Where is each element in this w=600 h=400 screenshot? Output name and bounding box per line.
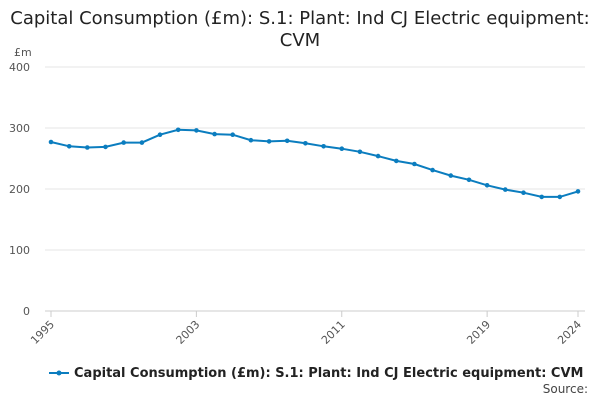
data-point[interactable] [557,194,563,200]
x-tick-label: 2024 [555,318,584,347]
y-tick-label: 100 [9,244,30,257]
data-point[interactable] [539,194,544,200]
data-point[interactable] [48,139,54,145]
series-line [50,128,579,198]
data-point[interactable] [321,144,326,149]
data-point[interactable] [448,173,454,178]
data-point[interactable] [412,161,417,167]
y-tick-label: 400 [9,61,30,74]
x-tick-label: 2019 [464,318,493,347]
data-point[interactable] [466,177,472,183]
x-tick-label: 2011 [319,318,348,347]
chart-title: Capital Consumption (£m): S.1: Plant: In… [10,8,590,51]
data-point[interactable] [85,145,90,150]
data-point[interactable] [121,140,126,145]
data-point[interactable] [375,153,381,159]
legend-series-label: Capital Consumption (£m): S.1: Plant: In… [74,365,584,381]
data-point[interactable] [575,189,581,194]
data-point[interactable] [194,128,199,133]
y-tick-label: 200 [9,183,30,196]
data-point[interactable] [103,144,108,150]
y-tick-label: 0 [23,305,30,318]
y-tick-label: 300 [9,122,30,135]
data-point[interactable] [212,131,217,137]
data-point[interactable] [394,158,399,164]
data-point[interactable] [157,132,163,137]
y-axis-unit-label: £m [14,46,32,59]
legend: Capital Consumption (£m): S.1: Plant: In… [48,364,583,382]
x-tick-label: 1995 [28,318,57,347]
data-point[interactable] [139,140,145,145]
data-point[interactable] [339,146,345,151]
x-tick-label: 2003 [174,318,203,347]
data-point[interactable] [175,127,181,133]
data-point[interactable] [66,144,72,149]
source-label: Source: [542,382,588,396]
data-point[interactable] [230,132,235,137]
data-point[interactable] [357,149,363,155]
data-point[interactable] [284,138,290,144]
data-point[interactable] [484,183,490,188]
data-point[interactable] [430,167,435,173]
data-point[interactable] [521,190,526,195]
data-point[interactable] [266,139,272,144]
data-point[interactable] [303,141,308,146]
data-point[interactable] [503,187,508,192]
legend-line-marker [49,370,69,376]
data-point[interactable] [248,137,254,143]
